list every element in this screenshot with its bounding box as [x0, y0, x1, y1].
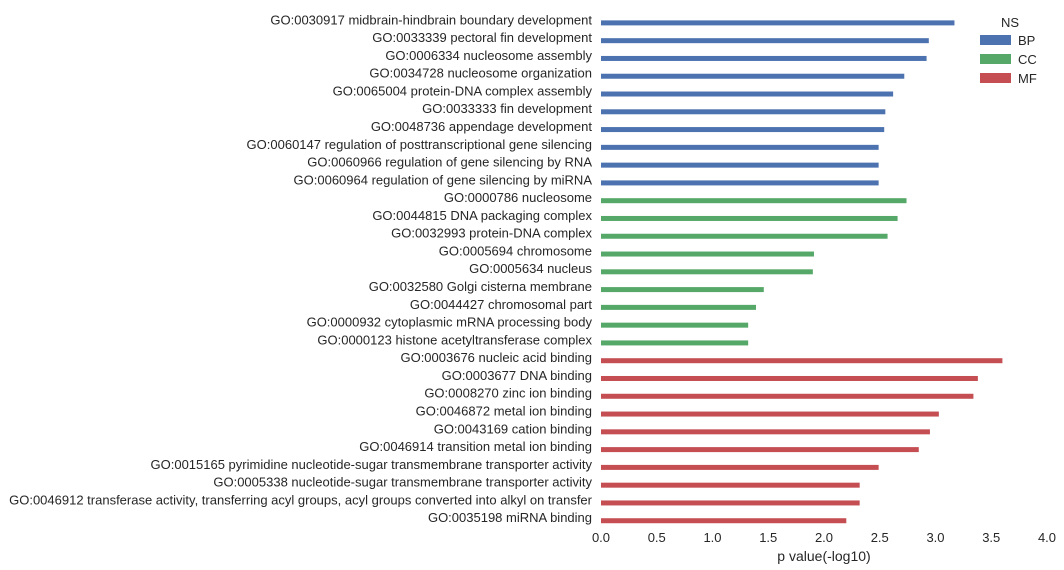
bar-bp — [601, 162, 879, 168]
category-label: GO:0044815 DNA packaging complex — [372, 208, 592, 223]
category-label: GO:0034728 nucleosome organization — [369, 66, 592, 81]
bar-bp — [601, 38, 929, 44]
bar-mf — [601, 375, 978, 381]
category-label: GO:0033339 pectoral fin development — [372, 30, 592, 45]
x-tick-label: 1.5 — [759, 530, 777, 545]
bar-mf — [601, 518, 847, 524]
bar-bp — [601, 91, 894, 97]
category-label: GO:0006334 nucleosome assembly — [385, 48, 592, 63]
x-axis-title: p value(-log10) — [777, 548, 870, 564]
bar-cc — [601, 269, 813, 275]
bar-mf — [601, 447, 919, 453]
category-label: GO:0030917 midbrain-hindbrain boundary d… — [270, 12, 592, 27]
category-label: GO:0060964 regulation of gene silencing … — [294, 172, 593, 187]
bar-bp — [601, 127, 885, 133]
bar-bp — [601, 20, 955, 26]
x-tick-label: 1.0 — [703, 530, 721, 545]
x-tick-label: 3.0 — [926, 530, 944, 545]
bar-mf — [601, 500, 860, 506]
x-tick-label: 0.0 — [592, 530, 610, 545]
category-label: GO:0043169 cation binding — [434, 421, 592, 436]
bar-cc — [601, 198, 907, 204]
legend-label: BP — [1018, 33, 1035, 48]
category-label: GO:0005694 chromosome — [439, 243, 592, 258]
bar-mf — [601, 464, 879, 470]
bar-bp — [601, 109, 886, 115]
category-label: GO:0044427 chromosomal part — [410, 297, 592, 312]
category-label: GO:0015165 pyrimidine nucleotide-sugar t… — [151, 457, 593, 472]
category-label: GO:0033333 fin development — [422, 101, 592, 116]
bar-bp — [601, 144, 879, 150]
bar-cc — [601, 215, 898, 221]
category-label: GO:0005634 nucleus — [469, 261, 592, 276]
bar-bp — [601, 55, 927, 61]
bar-cc — [601, 340, 749, 346]
category-labels: GO:0030917 midbrain-hindbrain boundary d… — [9, 12, 593, 525]
bar-cc — [601, 287, 764, 293]
category-label: GO:0032993 protein-DNA complex — [391, 226, 592, 241]
bar-cc — [601, 304, 756, 310]
x-tick-label: 2.5 — [871, 530, 889, 545]
x-tick-label: 0.5 — [648, 530, 666, 545]
category-label: GO:0000123 histone acetyltransferase com… — [317, 332, 592, 347]
bar-bp — [601, 73, 905, 79]
category-label: GO:0046872 metal ion binding — [416, 403, 592, 418]
x-tick-label: 3.5 — [982, 530, 1000, 545]
legend: NS BP CC MF — [980, 15, 1037, 86]
category-label: GO:0008270 zinc ion binding — [424, 386, 592, 401]
category-label: GO:0060966 regulation of gene silencing … — [307, 155, 592, 170]
category-label: GO:0035198 miRNA binding — [428, 510, 592, 525]
category-label: GO:0000932 cytoplasmic mRNA processing b… — [307, 315, 593, 330]
legend-swatch-cc — [980, 54, 1011, 64]
category-label: GO:0005338 nucleotide-sugar transmembran… — [213, 475, 592, 490]
category-label: GO:0000786 nucleosome — [444, 190, 592, 205]
bar-cc — [601, 322, 749, 328]
x-axis: 0.0 0.5 1.0 1.5 2.0 2.5 3.0 3.5 4.0 — [592, 530, 1056, 545]
legend-label: CC — [1018, 52, 1037, 67]
x-tick-label: 4.0 — [1038, 530, 1056, 545]
bar-mf — [601, 482, 860, 488]
category-label: GO:0003677 DNA binding — [442, 368, 592, 383]
category-label: GO:0065004 protein-DNA complex assembly — [333, 83, 593, 98]
bars-layer — [601, 20, 1003, 524]
legend-title: NS — [1001, 15, 1019, 30]
bar-bp — [601, 180, 879, 186]
bar-cc — [601, 251, 814, 257]
legend-swatch-mf — [980, 73, 1011, 83]
x-tick-label: 2.0 — [815, 530, 833, 545]
bar-cc — [601, 233, 888, 239]
category-label: GO:0046912 transferase activity, transfe… — [9, 492, 593, 507]
bar-mf — [601, 358, 1003, 364]
legend-swatch-bp — [980, 35, 1011, 45]
bar-mf — [601, 429, 930, 435]
category-label: GO:0003676 nucleic acid binding — [400, 350, 592, 365]
category-label: GO:0048736 appendage development — [371, 119, 593, 134]
legend-label: MF — [1018, 71, 1037, 86]
category-label: GO:0032580 Golgi cisterna membrane — [369, 279, 592, 294]
category-label: GO:0060147 regulation of posttranscripti… — [247, 137, 592, 152]
bar-mf — [601, 393, 974, 399]
bar-mf — [601, 411, 939, 417]
category-label: GO:0046914 transition metal ion binding — [359, 439, 592, 454]
